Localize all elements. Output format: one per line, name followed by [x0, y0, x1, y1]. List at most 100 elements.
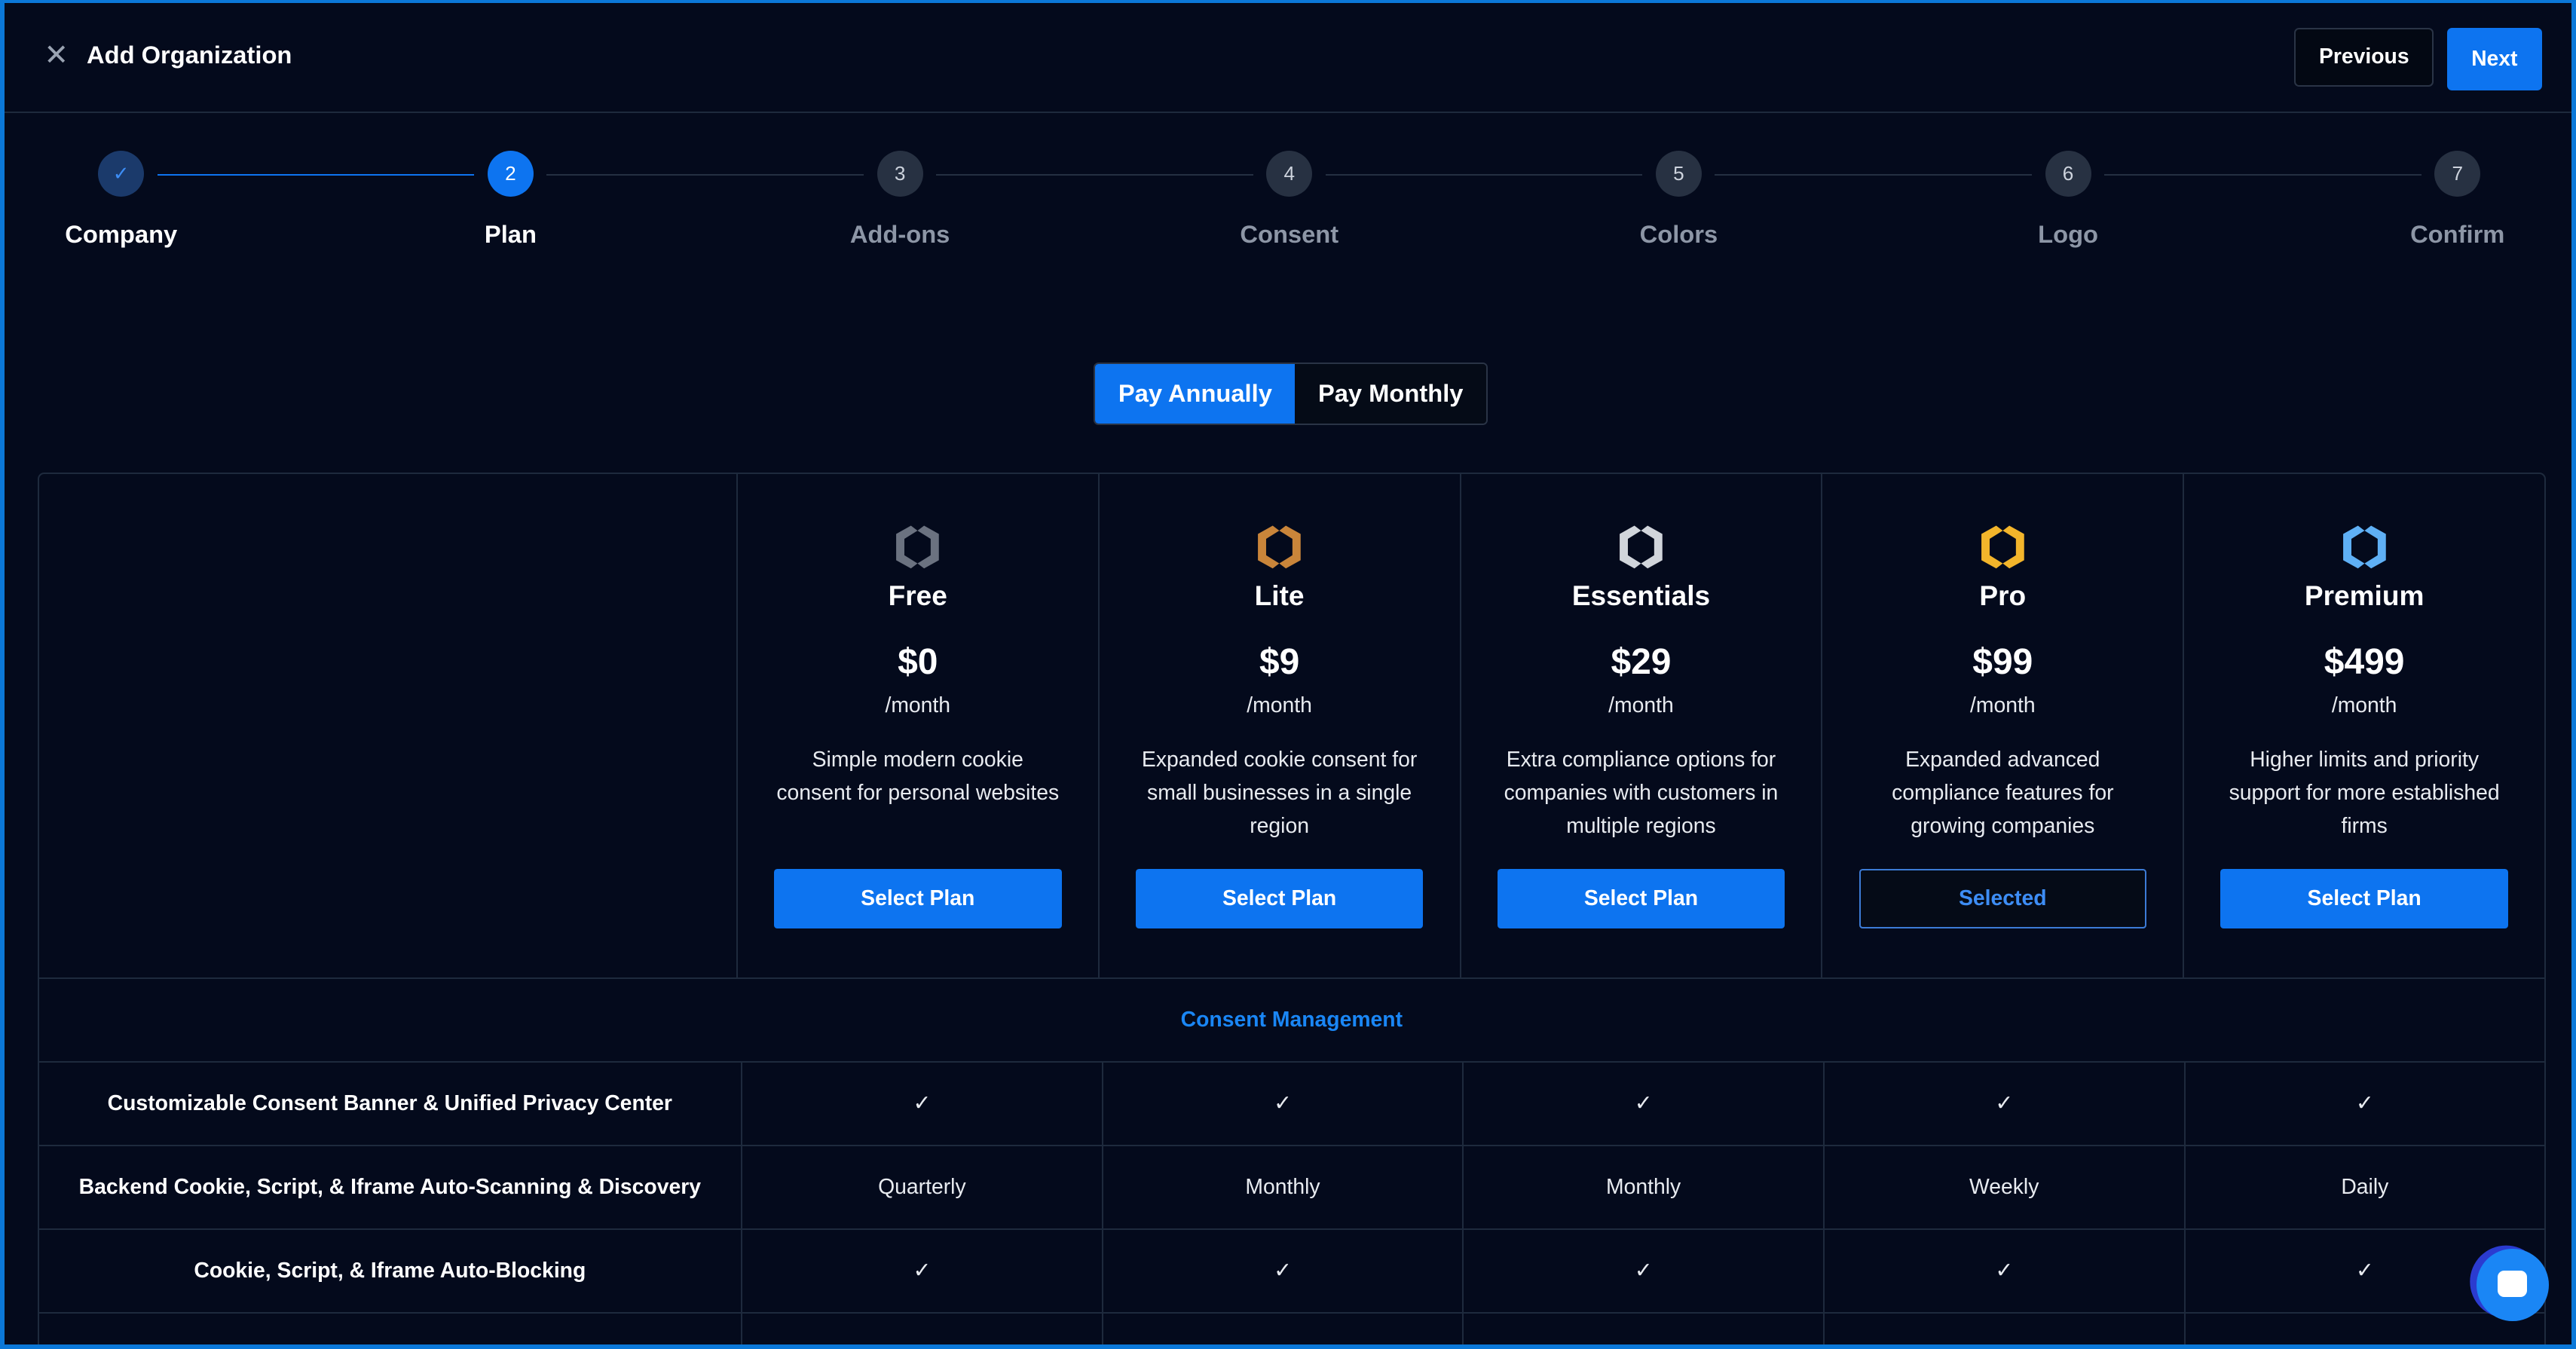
- check-icon: ✓: [1464, 1229, 1825, 1312]
- step-label: Company: [65, 219, 178, 248]
- billing-toggle: Pay Annually Pay Monthly: [1094, 362, 1488, 425]
- step-label: Logo: [2038, 219, 2099, 248]
- step-logo[interactable]: 6 Logo: [1969, 148, 2167, 249]
- plan-name: Lite: [1254, 580, 1305, 612]
- step-label: Plan: [484, 219, 537, 248]
- chat-icon[interactable]: [2476, 1249, 2549, 1322]
- feature-value: [1825, 1313, 2186, 1344]
- feature-value: Weekly: [1825, 1146, 2186, 1228]
- pay-annually-option[interactable]: Pay Annually: [1095, 364, 1296, 424]
- feature-name: Google Consent Mode V2: [39, 1313, 743, 1344]
- next-button[interactable]: Next: [2446, 27, 2542, 90]
- step-consent[interactable]: 4 Consent: [1191, 148, 1388, 249]
- check-icon: ✓: [1825, 1062, 2186, 1145]
- check-icon: ✓: [1464, 1062, 1825, 1145]
- plan-logo-icon: [1258, 525, 1301, 568]
- step-number: 2: [487, 151, 534, 197]
- step-number: 3: [877, 151, 923, 197]
- check-icon: ✓: [2355, 1258, 2374, 1283]
- section-consent-management: Consent Management: [38, 979, 2545, 1063]
- pay-monthly-option[interactable]: Pay Monthly: [1295, 364, 1486, 424]
- step-confirm[interactable]: 7 Confirm: [2359, 148, 2556, 249]
- feature-value: Daily: [2341, 1174, 2389, 1199]
- step-label: Add-ons: [849, 219, 950, 248]
- plan-lite: Lite $9 /month Expanded cookie consent f…: [1100, 474, 1461, 977]
- plan-description: Extra compliance options for companies w…: [1504, 748, 1779, 838]
- previous-button[interactable]: Previous: [2294, 27, 2434, 87]
- step-connector: [546, 173, 864, 176]
- step-company[interactable]: ✓ Company: [23, 148, 220, 249]
- feature-value: [1464, 1313, 1825, 1344]
- step-plan[interactable]: 2 Plan: [412, 148, 610, 249]
- plan-description: Higher limits and priority support for m…: [2229, 748, 2500, 838]
- plan-logo-icon: [896, 525, 940, 568]
- plan-free: Free $0 /month Simple modern cookie cons…: [738, 474, 1100, 977]
- plan-price: $9: [1259, 642, 1300, 683]
- plan-description: Expanded cookie consent for small busine…: [1141, 748, 1418, 838]
- feature-row: Backend Cookie, Script, & Iframe Auto-Sc…: [38, 1146, 2545, 1230]
- feature-row: Google Consent Mode V2: [39, 1313, 2545, 1344]
- feature-name: Cookie, Script, & Iframe Auto-Blocking: [39, 1229, 743, 1312]
- plan-description: Simple modern cookie consent for persona…: [776, 748, 1060, 806]
- feature-value: [2186, 1314, 2545, 1344]
- plan-essentials: Essentials $29 /month Extra compliance o…: [1461, 474, 1823, 977]
- feature-row: Customizable Consent Banner & Unified Pr…: [38, 1062, 2545, 1146]
- plan-name: Pro: [1979, 580, 2027, 612]
- dialog-title: Add Organization: [87, 41, 292, 69]
- step-connector: [936, 173, 1253, 176]
- feature-name: Backend Cookie, Script, & Iframe Auto-Sc…: [39, 1146, 743, 1228]
- select-plan-button[interactable]: Select Plan: [2220, 869, 2508, 928]
- plan-price: $0: [898, 642, 938, 683]
- step-connector: [1325, 173, 1643, 176]
- step-connector: [157, 173, 475, 176]
- plan-logo-icon: [2342, 525, 2386, 568]
- plan-price: $29: [1611, 642, 1672, 683]
- plan-period: /month: [1969, 693, 2036, 717]
- check-icon: ✓: [742, 1229, 1103, 1312]
- feature-name: Customizable Consent Banner & Unified Pr…: [39, 1062, 743, 1145]
- plan-comparison-table: Free $0 /month Simple modern cookie cons…: [37, 473, 2547, 1344]
- stepper: ✓ Company 2 Plan 3 Add-ons 4 Consent 5 Colors 6 Log…: [5, 148, 2571, 263]
- select-plan-button[interactable]: Select Plan: [774, 869, 1062, 928]
- plan-period: /month: [1247, 693, 1312, 717]
- plan-pro: Pro $99 /month Expanded advanced complia…: [1822, 474, 2185, 977]
- feature-value: Monthly: [1464, 1146, 1825, 1228]
- step-number: 6: [2045, 151, 2091, 197]
- feature-value: [1103, 1313, 1464, 1344]
- step-number: 5: [1655, 151, 1702, 197]
- plan-logo-icon: [1620, 525, 1663, 568]
- step-label: Confirm: [2410, 219, 2505, 248]
- check-icon: ✓: [1103, 1062, 1464, 1145]
- plan-name: Free: [888, 580, 947, 612]
- plan-period: /month: [2331, 693, 2397, 717]
- check-icon: ✓: [2355, 1091, 2374, 1115]
- plan-period: /month: [1608, 693, 1674, 717]
- check-icon: ✓: [1103, 1229, 1464, 1312]
- check-icon: ✓: [742, 1062, 1103, 1145]
- plan-description: Expanded advanced compliance features fo…: [1892, 748, 2114, 838]
- select-plan-button[interactable]: Select Plan: [1497, 869, 1785, 928]
- check-icon: ✓: [1825, 1229, 2186, 1312]
- select-plan-button[interactable]: Select Plan: [1135, 869, 1424, 928]
- plan-period: /month: [885, 693, 951, 717]
- feature-value: [742, 1313, 1103, 1344]
- close-icon[interactable]: ✕: [44, 38, 69, 72]
- step-colors[interactable]: 5 Colors: [1580, 148, 1778, 249]
- select-plan-button[interactable]: Selected: [1859, 869, 2147, 928]
- feature-value: Monthly: [1103, 1146, 1464, 1228]
- step-add-ons[interactable]: 3 Add-ons: [801, 148, 999, 249]
- plan-name: Essentials: [1571, 580, 1711, 612]
- plan-price: $99: [1972, 642, 2033, 683]
- dialog-header: ✕ Add Organization Previous Next: [5, 3, 2572, 113]
- step-connector: [1715, 173, 2033, 176]
- plan-premium: Premium $499 /month Higher limits and pr…: [2184, 474, 2544, 977]
- step-label: Colors: [1639, 219, 1718, 248]
- step-label: Consent: [1240, 219, 1339, 248]
- step-number: 7: [2434, 151, 2481, 197]
- plan-price: $499: [2324, 642, 2405, 683]
- feature-row: Cookie, Script, & Iframe Auto-Blocking ✓ ✓…: [38, 1229, 2545, 1314]
- plan-logo-icon: [1981, 525, 2024, 568]
- feature-value: Quarterly: [742, 1146, 1103, 1228]
- empty-header-cell: [39, 474, 738, 977]
